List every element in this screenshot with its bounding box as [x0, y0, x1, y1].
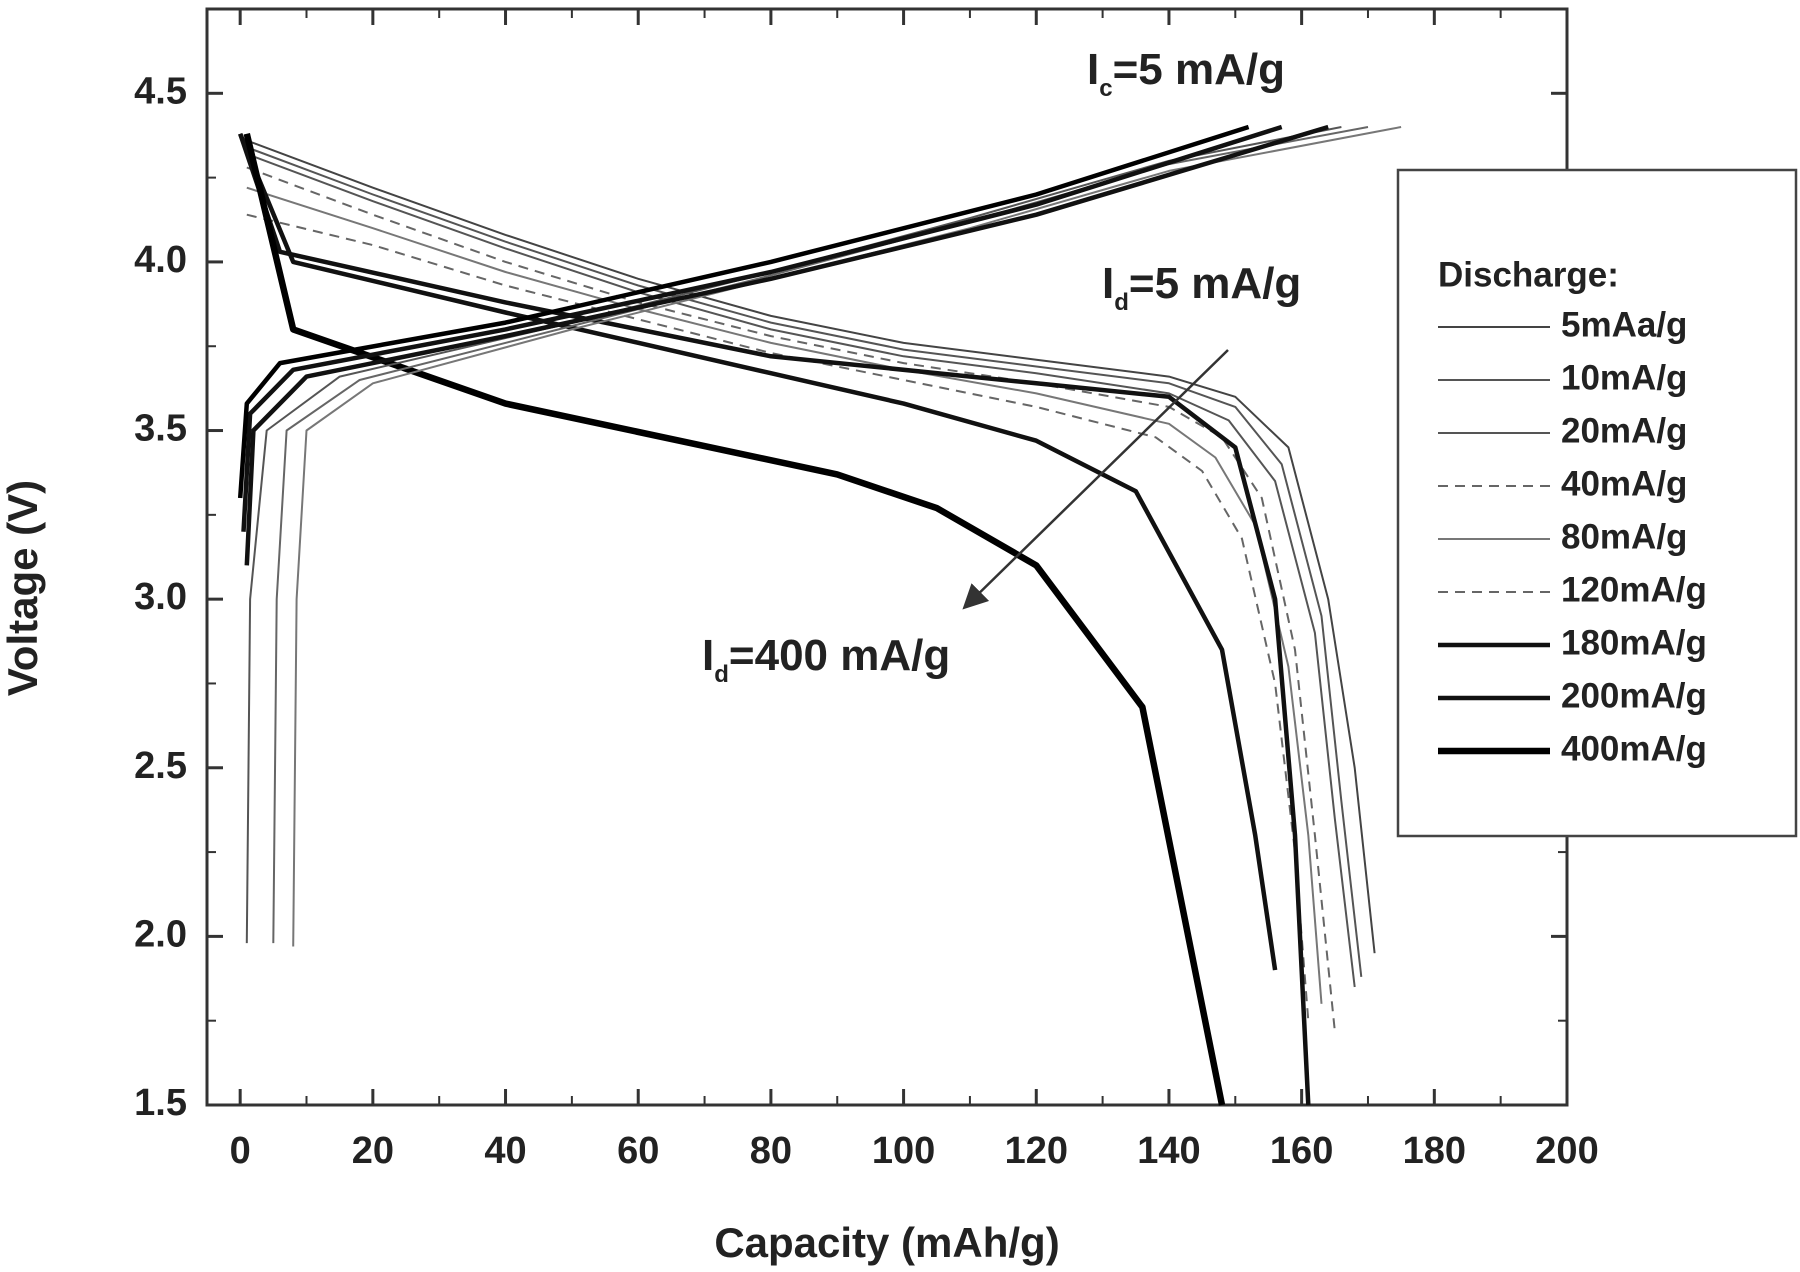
x-tick-label: 100 [872, 1130, 935, 1172]
series-line [246, 139, 1376, 954]
annotation-main: I [1087, 45, 1099, 94]
legend-label: 180mA/g [1561, 623, 1707, 662]
legend-label: 80mA/g [1561, 517, 1687, 556]
annotation: Id=400 mA/g [702, 631, 950, 688]
annotation-text: =5 mA/g [1113, 45, 1285, 94]
series-line [243, 133, 1226, 1106]
legend-label: 20mA/g [1561, 411, 1687, 450]
series-line [238, 133, 1311, 1106]
legend-label: 10mA/g [1561, 358, 1687, 397]
legend-label: 200mA/g [1561, 676, 1707, 715]
x-tick-label: 160 [1270, 1130, 1333, 1172]
plot-frame [205, 7, 1569, 1107]
legend-title: Discharge: [1438, 255, 1619, 294]
legend-label: 40mA/g [1561, 464, 1687, 503]
series-line [246, 186, 1323, 1004]
legend-box [1396, 168, 1798, 838]
x-tick-label: 0 [230, 1130, 251, 1172]
series-line [292, 126, 1402, 947]
series-line [237, 124, 1250, 499]
x-tick-label: 200 [1535, 1130, 1598, 1172]
annotation-sub: d [714, 661, 729, 688]
y-tick-label: 1.5 [134, 1082, 187, 1124]
x-tick-label: 20 [352, 1130, 394, 1172]
legend-label: 120mA/g [1561, 570, 1707, 609]
series-line [246, 153, 1356, 988]
x-axis-title: Capacity (mAh/g) [714, 1219, 1059, 1266]
y-tick-label: 3.0 [134, 576, 187, 618]
annotation-sub: d [1114, 289, 1129, 316]
annotation-main: I [1102, 259, 1114, 308]
x-tick-label: 140 [1137, 1130, 1200, 1172]
series-line [246, 213, 1310, 1021]
trend-arrow [962, 349, 1229, 610]
y-tick-label: 3.5 [134, 408, 187, 450]
series-line [238, 132, 1278, 971]
annotation: Ic=5 mA/g [1087, 45, 1285, 102]
annotation-main: I [702, 631, 714, 680]
x-tick-label: 180 [1403, 1130, 1466, 1172]
legend-label: 400mA/g [1561, 729, 1707, 768]
x-tick-label: 40 [484, 1130, 526, 1172]
x-tick-label: 60 [617, 1130, 659, 1172]
series-line [241, 124, 1283, 532]
annotation-sub: c [1099, 75, 1112, 102]
y-tick-label: 2.0 [134, 913, 187, 955]
y-axis-title: Voltage (V) [0, 480, 46, 696]
y-tick-label: 4.5 [134, 70, 187, 112]
annotation: Id=5 mA/g [1102, 259, 1301, 316]
annotation-text: =5 mA/g [1129, 259, 1301, 308]
x-tick-label: 80 [750, 1130, 792, 1172]
x-tick-label: 120 [1005, 1130, 1068, 1172]
series-line [245, 126, 1342, 944]
annotation-text: =400 mA/g [729, 631, 950, 680]
series-line [244, 124, 1329, 566]
legend-label: 5mAa/g [1561, 305, 1687, 344]
y-tick-label: 4.0 [134, 239, 187, 281]
y-tick-label: 2.5 [134, 745, 187, 787]
series-line [246, 146, 1363, 978]
